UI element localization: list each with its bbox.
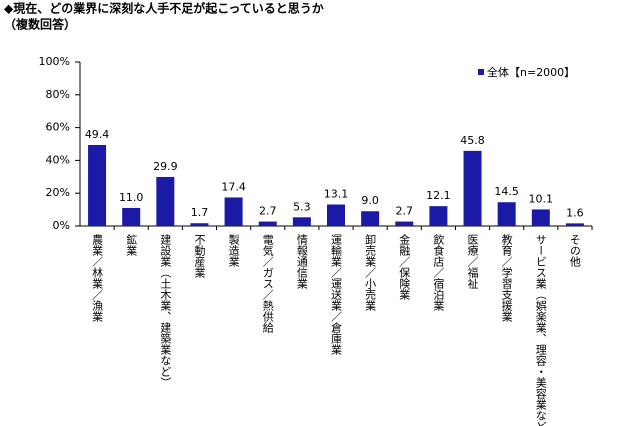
bar — [497, 202, 516, 226]
bar — [292, 217, 311, 226]
bar — [531, 209, 550, 226]
bar — [122, 207, 141, 226]
x-tick-label: 情報通信業 — [295, 234, 308, 289]
value-label: 17.4 — [221, 180, 246, 193]
value-label: 1.7 — [191, 206, 209, 219]
value-label: 45.8 — [460, 134, 485, 147]
y-tick-label: 80% — [46, 88, 70, 101]
bar — [565, 223, 584, 226]
value-label: 11.0 — [119, 191, 144, 204]
x-tick-label: 金融／保険業 — [398, 233, 411, 300]
chart-subtitle: （複数回答） — [4, 17, 76, 32]
bar — [156, 176, 175, 226]
bar — [258, 221, 277, 226]
value-label: 10.1 — [529, 192, 554, 205]
value-label: 9.0 — [361, 194, 379, 207]
x-tick-label: 教育／学習支援業 — [500, 234, 513, 322]
value-label: 14.5 — [494, 185, 519, 198]
bar — [327, 204, 345, 226]
y-tick-label: 100% — [39, 55, 70, 68]
y-tick-label: 40% — [46, 153, 70, 166]
legend-swatch — [478, 69, 484, 75]
value-label: 1.6 — [566, 206, 584, 219]
x-tick-label: 鉱業 — [125, 233, 138, 256]
x-tick-label: 建設業（土木業、建築業など） — [159, 233, 172, 388]
chart-title: ◆現在、どの業界に深刻な人手不足が起こっていると思うか — [4, 1, 324, 16]
legend-label: 全体【n=2000】 — [487, 65, 575, 79]
x-tick-label: 製造業 — [227, 233, 240, 267]
bar — [463, 150, 482, 226]
x-tick-label: 電気／ガス／熱供給 — [261, 234, 274, 334]
value-label: 13.1 — [324, 188, 349, 201]
value-label: 49.4 — [85, 128, 110, 141]
value-label: 2.7 — [396, 205, 414, 218]
x-tick-label: その他 — [568, 234, 581, 267]
x-tick-label: 医療／福祉 — [466, 234, 479, 290]
y-tick-label: 20% — [46, 186, 70, 199]
bar — [224, 197, 243, 226]
value-label: 5.3 — [293, 200, 311, 213]
y-tick-label: 60% — [46, 121, 70, 134]
x-tick-label: 卸売業／小売業 — [364, 233, 377, 311]
x-tick-label: 飲食店／宿泊業 — [432, 233, 445, 311]
x-tick-label: サービス業（娯楽業、理容・美容業など） — [534, 234, 547, 426]
value-label: 12.1 — [426, 189, 451, 202]
value-label: 2.7 — [259, 205, 277, 218]
bar — [361, 211, 380, 226]
bar — [88, 144, 107, 226]
bar — [395, 221, 414, 226]
y-tick-label: 0% — [53, 219, 70, 232]
x-tick-label: 運輸業／運送業／倉庫業 — [330, 234, 343, 355]
bar — [429, 206, 448, 226]
x-tick-label: 農業／林業／漁業 — [91, 233, 104, 322]
value-label: 29.9 — [153, 160, 178, 173]
bar — [190, 223, 209, 226]
x-tick-label: 不動産業 — [193, 234, 206, 278]
